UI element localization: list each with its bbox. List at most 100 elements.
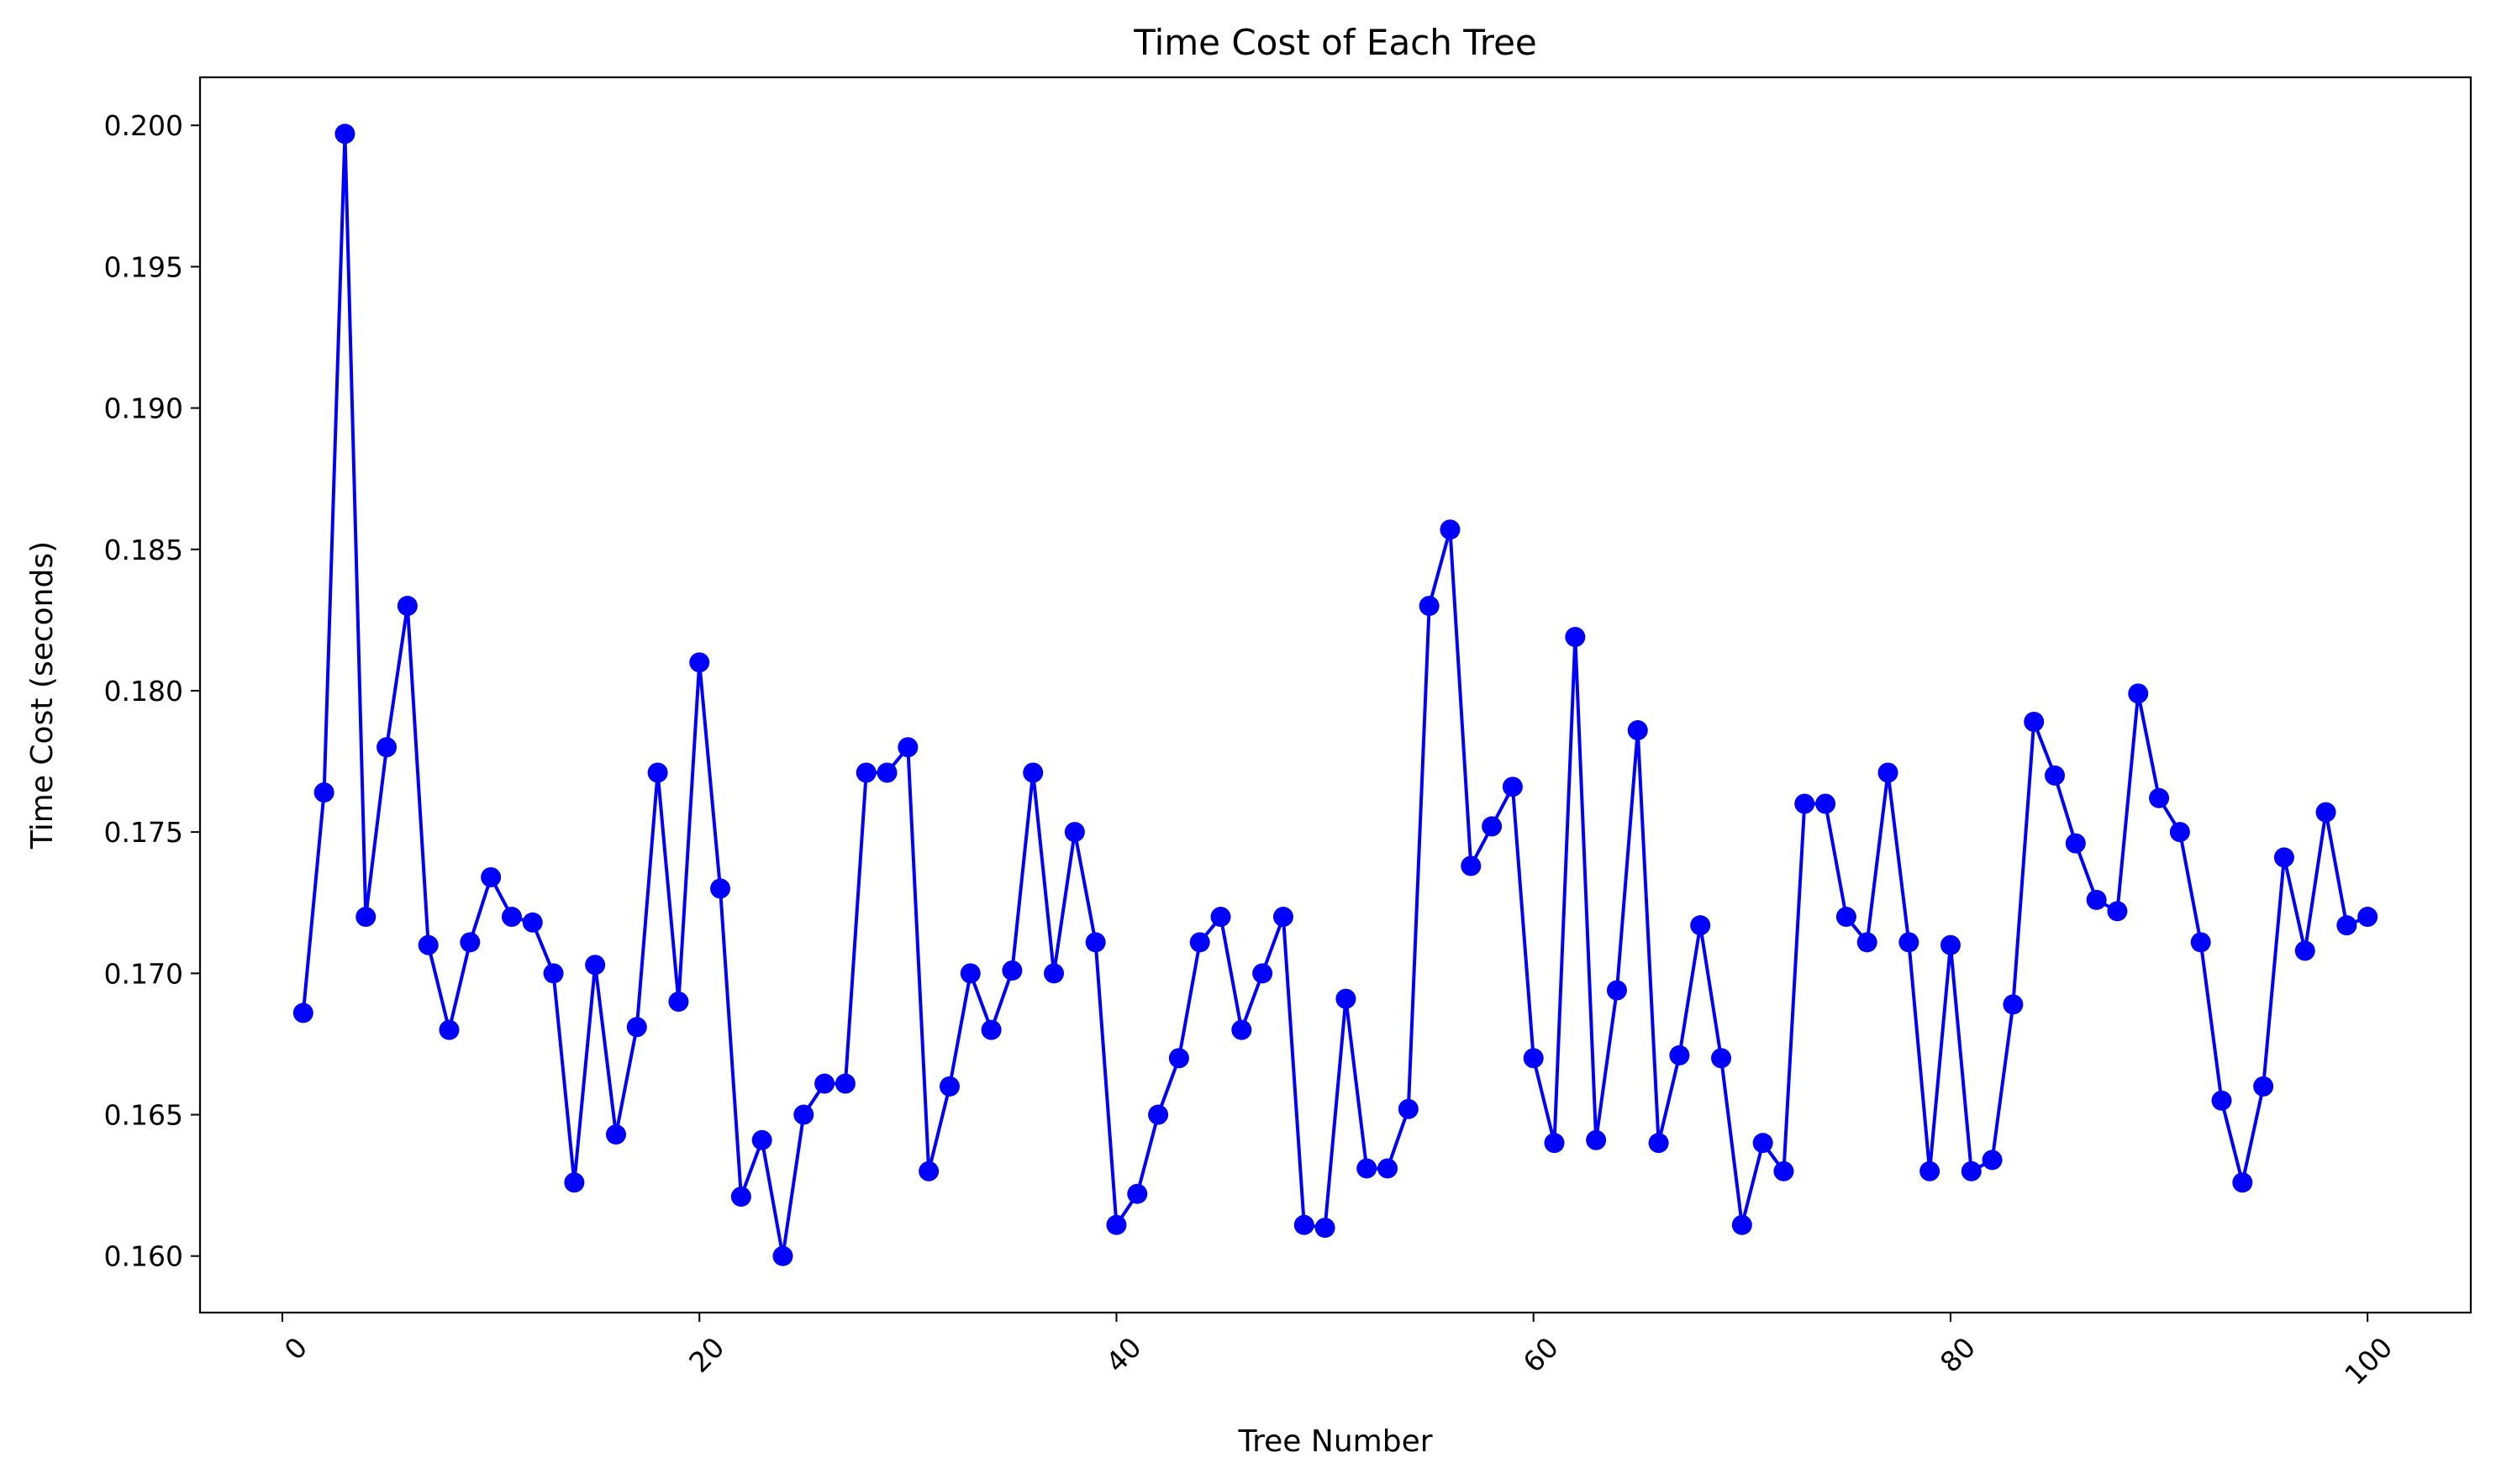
data-point (668, 991, 689, 1012)
data-point (1877, 762, 1898, 783)
data-point (1189, 932, 1210, 953)
data-point (730, 1187, 751, 1208)
y-tick-label: 0.165 (104, 1099, 183, 1132)
data-point (1627, 720, 1648, 741)
data-point (856, 762, 877, 783)
data-point (1523, 1048, 1544, 1069)
data-point (939, 1076, 960, 1097)
data-point (585, 955, 606, 976)
data-point (1502, 776, 1523, 797)
data-point (501, 907, 522, 928)
data-point (1440, 519, 1461, 540)
data-point (1002, 960, 1023, 981)
y-axis-ticks: 0.160 0.165 0.170 0.175 0.180 0.185 0.190 0.195… (104, 109, 200, 1273)
data-point (439, 1019, 460, 1040)
y-tick-label: 0.160 (104, 1240, 183, 1273)
data-point (355, 907, 377, 928)
y-tick-label: 0.170 (104, 957, 183, 990)
y-tick-label: 0.180 (104, 675, 183, 708)
data-point (2003, 994, 2024, 1015)
data-point (2149, 787, 2170, 808)
data-point (1482, 816, 1503, 837)
data-point (522, 912, 543, 933)
data-point (1544, 1133, 1565, 1154)
data-point (1148, 1104, 1169, 1125)
data-point (1586, 1129, 1607, 1150)
data-point (1919, 1160, 1940, 1181)
data-point (2107, 901, 2128, 922)
data-point (2045, 765, 2066, 786)
series-layer (292, 124, 2378, 1266)
data-point (1961, 1160, 1982, 1181)
data-point (1398, 1098, 1419, 1119)
data-point (313, 782, 334, 803)
plot-area-frame (198, 76, 2472, 1314)
data-point (2336, 915, 2357, 936)
data-point (1669, 1045, 1690, 1066)
data-point (1127, 1183, 1148, 1204)
data-point (919, 1160, 940, 1181)
data-point (1794, 793, 1815, 814)
data-point (460, 932, 481, 953)
data-point (689, 652, 710, 673)
data-point (1168, 1048, 1189, 1069)
data-point (1690, 915, 1711, 936)
data-point (481, 866, 502, 887)
data-point (418, 934, 439, 955)
data-point (626, 1017, 647, 1038)
data-point (1106, 1214, 1127, 1235)
data-point (1565, 627, 1586, 648)
data-point (793, 1104, 814, 1125)
data-point (1752, 1133, 1773, 1154)
data-point (1731, 1214, 1752, 1235)
data-point (1711, 1048, 1732, 1069)
y-tick-label: 0.185 (104, 534, 183, 566)
data-point (1314, 1218, 1335, 1239)
data-point (2086, 889, 2107, 910)
data-point (1773, 1160, 1794, 1181)
data-point (898, 737, 919, 758)
data-point (334, 124, 355, 145)
data-point (1940, 934, 1961, 955)
series-line (301, 132, 2368, 1258)
data-point (1356, 1158, 1377, 1179)
data-point (2357, 907, 2378, 928)
chart-title: Time Cost of Each Tree (1133, 22, 1537, 63)
data-point (647, 762, 668, 783)
data-point (1377, 1158, 1398, 1179)
x-axis-label: Tree Number (1237, 1424, 1432, 1459)
data-point (2128, 683, 2149, 704)
data-point (292, 1002, 313, 1024)
y-tick-label: 0.195 (104, 250, 183, 283)
y-tick-label: 0.190 (104, 392, 183, 425)
data-point (981, 1019, 1002, 1040)
data-point (1982, 1150, 2003, 1171)
data-point (814, 1073, 835, 1094)
data-point (1293, 1214, 1314, 1235)
data-point (1835, 907, 1856, 928)
data-point (397, 596, 418, 617)
data-point (1085, 932, 1106, 953)
data-point (2024, 711, 2045, 732)
data-point (564, 1172, 585, 1193)
data-point (1815, 793, 1836, 814)
data-point (1606, 980, 1627, 1001)
data-point (835, 1073, 856, 1094)
data-point (2253, 1076, 2274, 1097)
data-point (1231, 1019, 1252, 1040)
y-axis-label: Time Cost (seconds) (25, 541, 60, 850)
y-tick-label: 0.200 (104, 109, 183, 142)
data-point (751, 1129, 772, 1150)
data-point (960, 963, 981, 984)
data-point (1210, 907, 1231, 928)
data-point (710, 878, 731, 899)
data-point (2294, 940, 2315, 961)
data-point (1648, 1133, 1669, 1154)
data-point (377, 737, 398, 758)
data-point (1064, 822, 1085, 843)
data-point (1272, 907, 1293, 928)
data-point (1335, 988, 1356, 1009)
data-point (2315, 802, 2336, 823)
data-point (1419, 596, 1440, 617)
